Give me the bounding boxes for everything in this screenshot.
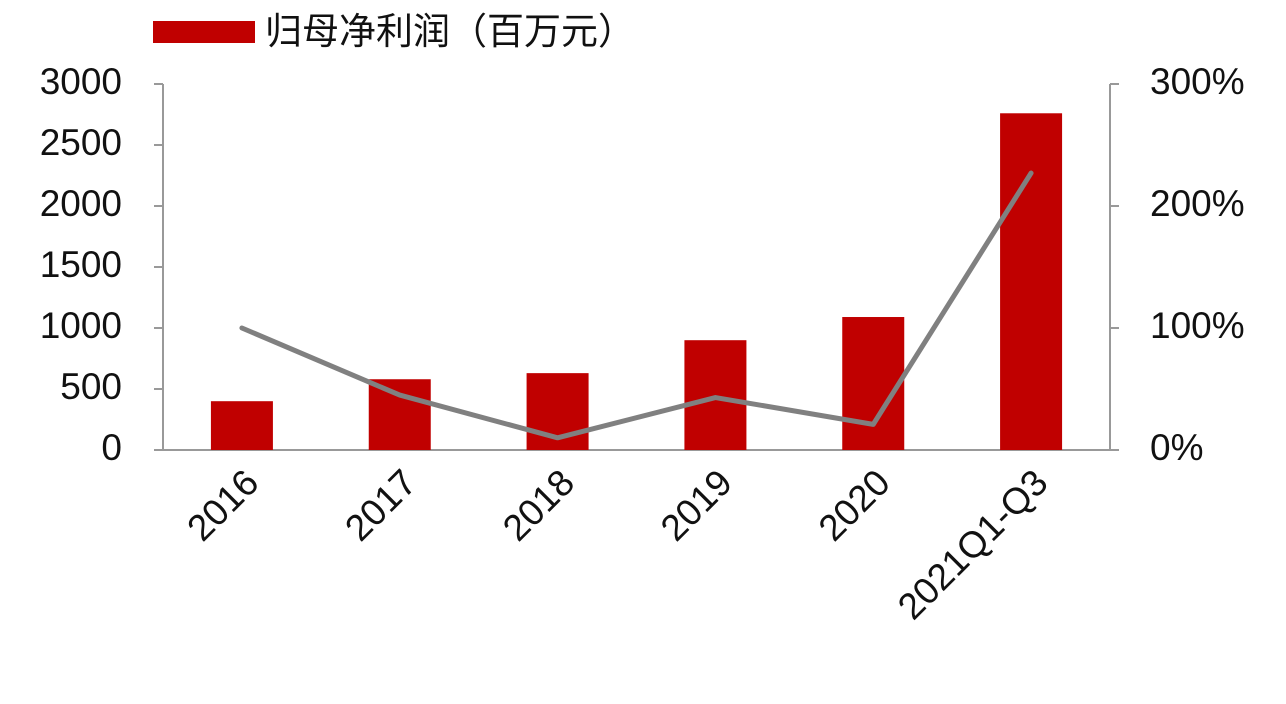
x-tick-label: 2020 [811, 462, 898, 549]
y2-tick-label: 100% [1150, 305, 1245, 346]
bar [842, 317, 905, 450]
bar [1000, 113, 1063, 450]
y-tick-label: 1500 [40, 244, 122, 285]
y2-tick-label: 200% [1150, 183, 1245, 224]
x-tick-label: 2018 [495, 462, 582, 549]
legend-label: 归母净利润（百万元） [265, 11, 635, 52]
y-tick-label: 3000 [40, 61, 122, 102]
x-tick-label: 2016 [179, 462, 266, 549]
y-tick-label: 1000 [40, 305, 122, 346]
legend-swatch [153, 21, 255, 43]
y-tick-label: 0 [101, 427, 122, 468]
bar [368, 379, 431, 450]
line [239, 170, 1034, 441]
x-tick-label: 2017 [337, 462, 424, 549]
y-tick-label: 500 [60, 366, 122, 407]
bar [210, 401, 273, 450]
x-tick-label: 2021Q1-Q3 [890, 462, 1056, 628]
y-tick-label: 2000 [40, 183, 122, 224]
y-tick-label: 2500 [40, 122, 122, 163]
y2-tick-label: 300% [1150, 61, 1245, 102]
y2-tick-label: 0% [1150, 427, 1203, 468]
x-tick-label: 2019 [653, 462, 740, 549]
